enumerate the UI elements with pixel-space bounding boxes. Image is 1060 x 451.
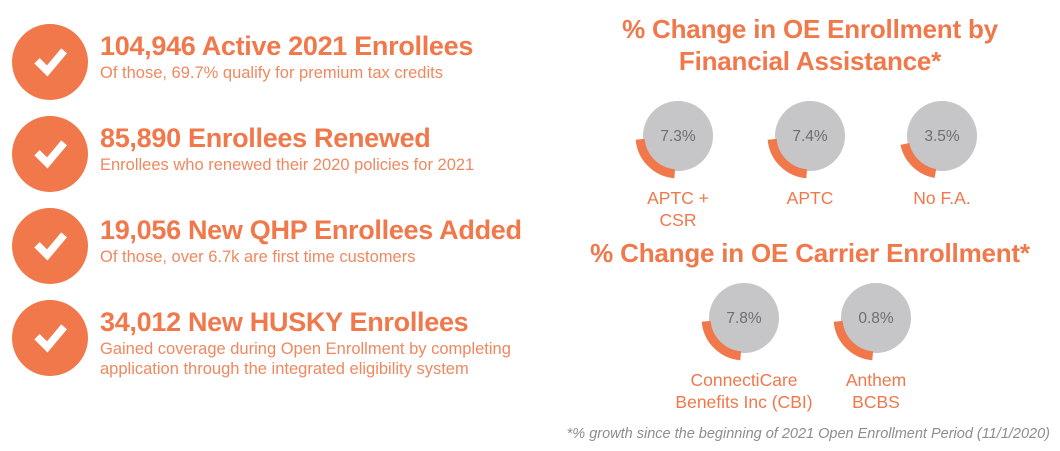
gauge-label: Anthem BCBS (845, 370, 907, 412)
stat-text: 85,890 Enrollees Renewed Enrollees who r… (100, 116, 560, 175)
gauge-label: APTC (786, 188, 834, 208)
stat-subtitle: Of those, over 6.7k are first time custo… (100, 248, 416, 267)
check-circle-icon (12, 116, 88, 192)
gauge-circle (775, 101, 845, 171)
gauge-arc (833, 320, 874, 361)
stat-item-active-enrollees: 104,946 Active 2021 Enrollees Of those, … (12, 24, 560, 100)
gauge-arc (767, 138, 808, 179)
gauge-connecticare: 7.8% ConnectiCare Benefits Inc (CBI) (675, 278, 813, 414)
check-circle-icon (12, 208, 88, 284)
gauge-label: ConnectiCare Benefits Inc (CBI) (675, 370, 813, 412)
gauge-row-financial-assistance: 7.3% APTC + CSR 7.4% APTC 3.5% No F.A (560, 96, 1060, 232)
gauge-value: 7.3% (660, 128, 696, 145)
chart-title-carrier-enrollment: % Change in OE Carrier Enrollment* (590, 238, 1030, 268)
stat-subtitle: Enrollees who renewed their 2020 policie… (100, 156, 475, 175)
stat-item-enrollees-renewed: 85,890 Enrollees Renewed Enrollees who r… (12, 116, 560, 192)
gauge-row-carrier-enrollment: 7.8% ConnectiCare Benefits Inc (CBI) 0.8… (560, 278, 1060, 414)
charts-panel: % Change in OE Enrollment by Financial A… (560, 0, 1060, 451)
gauge-aptc: 7.4% APTC (744, 96, 876, 232)
stat-subtitle: Gained coverage during Open Enrollment b… (100, 340, 511, 379)
gauge-circle (709, 283, 779, 353)
gauge-circle (841, 283, 911, 353)
gauge-label: No F.A. (913, 188, 971, 208)
chart-title-financial-assistance: % Change in OE Enrollment by Financial A… (622, 14, 998, 76)
stat-text: 34,012 New HUSKY Enrollees Gained covera… (100, 300, 560, 380)
gauge-value: 7.8% (726, 310, 762, 327)
gauge-anthem-bcbs: 0.8% Anthem BCBS (810, 278, 942, 414)
gauge-value: 3.5% (924, 128, 960, 145)
gauge-no-fa: 3.5% No F.A. (876, 96, 1008, 232)
gauge-arc (635, 138, 676, 179)
stat-item-new-qhp-enrollees: 19,056 New QHP Enrollees Added Of those,… (12, 208, 560, 284)
gauge-arc (701, 320, 742, 361)
stats-list: 104,946 Active 2021 Enrollees Of those, … (12, 24, 560, 380)
stat-title: 19,056 New QHP Enrollees Added (100, 215, 522, 245)
stat-text: 19,056 New QHP Enrollees Added Of those,… (100, 208, 560, 267)
stat-title: 34,012 New HUSKY Enrollees (100, 307, 469, 337)
stat-text: 104,946 Active 2021 Enrollees Of those, … (100, 24, 560, 83)
stat-item-new-husky-enrollees: 34,012 New HUSKY Enrollees Gained covera… (12, 300, 560, 380)
gauge-label: APTC + CSR (647, 188, 709, 230)
check-circle-icon (12, 24, 88, 100)
footnote: *% growth since the beginning of 2021 Op… (566, 426, 1050, 442)
stat-title: 85,890 Enrollees Renewed (100, 123, 431, 153)
check-circle-icon (12, 300, 88, 376)
stat-subtitle: Of those, 69.7% qualify for premium tax … (100, 64, 443, 83)
gauge-value: 7.4% (792, 128, 828, 145)
gauge-aptc-csr: 7.3% APTC + CSR (612, 96, 744, 232)
gauge-circle (907, 101, 977, 171)
gauge-circle (643, 101, 713, 171)
stat-title: 104,946 Active 2021 Enrollees (100, 31, 474, 61)
gauge-value: 0.8% (858, 310, 894, 327)
gauge-arc (900, 142, 937, 178)
